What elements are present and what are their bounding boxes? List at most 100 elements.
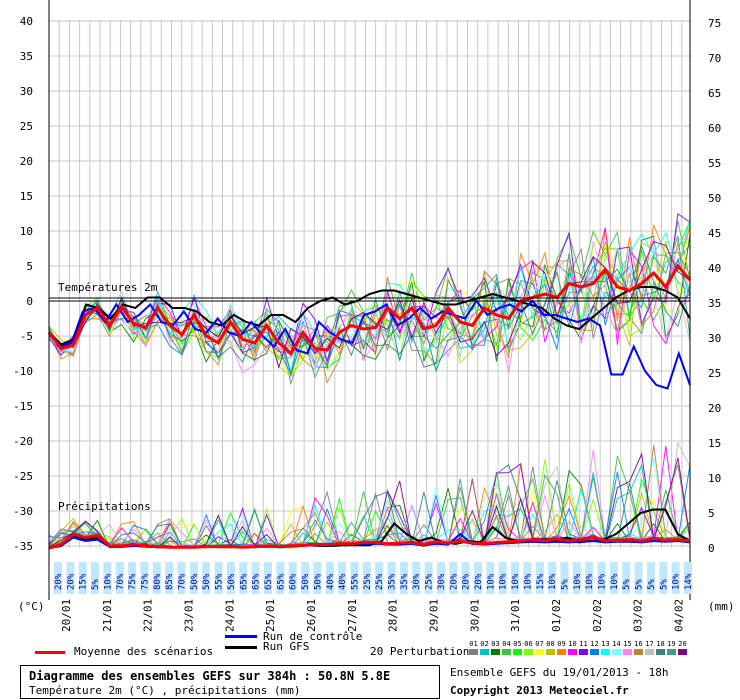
perturbation-key-swatch bbox=[645, 649, 654, 655]
perturbation-key-item: 09 bbox=[556, 640, 567, 655]
axes: 4035302520151050-5-10-15-20-25-30-357570… bbox=[13, 0, 721, 632]
snow-probability-label: 35% bbox=[388, 573, 398, 590]
perturbation-key-swatch bbox=[491, 649, 500, 655]
perturbation-key-swatch bbox=[667, 649, 676, 655]
x-tick-label: 04/02 bbox=[672, 599, 685, 632]
snow-probability-label: 10% bbox=[511, 573, 521, 590]
y-right-tick-label: 40 bbox=[708, 262, 721, 275]
x-tick-label: 24/01 bbox=[223, 599, 236, 632]
snow-probability-label: 5% bbox=[91, 579, 101, 590]
snow-probability-label: 85% bbox=[165, 573, 175, 590]
snow-cell bbox=[634, 562, 643, 594]
snow-cell bbox=[424, 562, 433, 594]
snow-probability-label: 65% bbox=[252, 573, 262, 590]
snow-cell bbox=[362, 562, 371, 594]
y-right-tick-label: 30 bbox=[708, 332, 721, 345]
perturbation-key-item: 11 bbox=[578, 640, 589, 655]
perturbation-key-item: 02 bbox=[479, 640, 490, 655]
snow-probability-label: 80% bbox=[153, 573, 163, 590]
snow-probability-label: 5% bbox=[622, 579, 632, 590]
perturbation-lines bbox=[48, 213, 691, 550]
perturbation-temp-line bbox=[48, 218, 691, 373]
snow-cell bbox=[78, 562, 87, 594]
perturbation-key-item: 17 bbox=[644, 640, 655, 655]
snow-probability-label: 75% bbox=[128, 573, 138, 590]
snow-cell bbox=[226, 562, 235, 594]
snow-probability-label: 25% bbox=[363, 573, 373, 590]
snow-probability-label: 10% bbox=[672, 573, 682, 590]
snow-probability-label: 20% bbox=[66, 573, 76, 590]
snow-cell bbox=[165, 562, 174, 594]
x-tick-label: 20/01 bbox=[60, 599, 73, 632]
x-tick-label: 25/01 bbox=[264, 599, 277, 632]
y-left-tick-label: 40 bbox=[20, 15, 33, 28]
snow-probability-label: 70% bbox=[178, 573, 188, 590]
y-left-tick-label: -30 bbox=[13, 505, 33, 518]
perturbation-key-item: 08 bbox=[545, 640, 556, 655]
snow-probability-label: 15% bbox=[79, 573, 89, 590]
y-right-tick-label: 10 bbox=[708, 472, 721, 485]
y-right-tick-label: 45 bbox=[708, 227, 721, 240]
footer-title: Diagramme des ensembles GEFS sur 384h : … bbox=[29, 669, 391, 683]
perturbation-key-item: 20 bbox=[677, 640, 688, 655]
perturbation-key-swatch bbox=[612, 649, 621, 655]
snow-cell bbox=[622, 562, 631, 594]
legend-control-swatch bbox=[225, 635, 257, 638]
x-tick-label: 30/01 bbox=[468, 599, 481, 632]
snow-cell bbox=[288, 562, 297, 594]
snow-cell bbox=[375, 562, 384, 594]
legend-gfs-swatch bbox=[225, 646, 257, 649]
snow-cell bbox=[498, 562, 507, 594]
snow-probability-label: 50% bbox=[313, 573, 323, 590]
snow-probability-label: 30% bbox=[437, 573, 447, 590]
perturbation-key-item: 15 bbox=[622, 640, 633, 655]
snow-probability-label: 10% bbox=[103, 573, 113, 590]
snow-cell bbox=[684, 562, 692, 594]
snow-probability-label: 10% bbox=[573, 573, 583, 590]
snow-cell bbox=[646, 562, 655, 594]
snow-probability-label: 5% bbox=[647, 579, 657, 590]
perturbation-key-item: 19 bbox=[666, 640, 677, 655]
perturbation-key-item: 07 bbox=[534, 640, 545, 655]
x-tick-label: 23/01 bbox=[182, 599, 195, 632]
snow-probability-row: 20% 20% 15% 5% 10% 70% 75% 75% 80% 85% 70% 50% 50% 55… bbox=[54, 562, 694, 594]
snow-probability-label: 25% bbox=[375, 573, 385, 590]
snow-probability-label: 55% bbox=[215, 573, 225, 590]
perturbation-temp-line bbox=[48, 241, 691, 370]
perturbation-key-swatch bbox=[480, 649, 489, 655]
snow-cell bbox=[152, 562, 161, 594]
perturbation-key-swatch bbox=[590, 649, 599, 655]
x-tick-label: 28/01 bbox=[387, 599, 400, 632]
y-right-tick-label: 70 bbox=[708, 52, 721, 65]
snow-cell bbox=[461, 562, 470, 594]
y-right-tick-label: 65 bbox=[708, 87, 721, 100]
snow-cell bbox=[202, 562, 211, 594]
snow-cell bbox=[535, 562, 544, 594]
perturbation-key-item: 04 bbox=[501, 640, 512, 655]
snow-probability-label: 55% bbox=[350, 573, 360, 590]
y-left-tick-label: 10 bbox=[20, 225, 33, 238]
perturbation-key-swatch bbox=[513, 649, 522, 655]
snow-cell bbox=[239, 562, 248, 594]
snow-cell bbox=[325, 562, 334, 594]
snow-cell bbox=[399, 562, 408, 594]
snow-probability-label: 10% bbox=[523, 573, 533, 590]
perturbation-key-swatch bbox=[502, 649, 511, 655]
snow-cell bbox=[264, 562, 272, 594]
snow-cell bbox=[511, 562, 520, 594]
snow-cell bbox=[449, 562, 458, 594]
snow-probability-label: 20% bbox=[474, 573, 484, 590]
perturbation-key-item: 05 bbox=[512, 640, 523, 655]
snow-cell bbox=[115, 562, 124, 594]
x-tick-label: 02/02 bbox=[591, 599, 604, 632]
perturbation-key-swatch bbox=[579, 649, 588, 655]
y-right-tick-label: 0 bbox=[708, 542, 715, 555]
perturbation-key-item: 03 bbox=[490, 640, 501, 655]
x-tick-label: 03/02 bbox=[632, 599, 645, 632]
perturbation-key-swatch bbox=[634, 649, 643, 655]
run-info: Ensemble GEFS du 19/01/2013 - 18h bbox=[450, 666, 669, 679]
snow-probability-label: 5% bbox=[560, 579, 570, 590]
snow-probability-label: 75% bbox=[140, 573, 150, 590]
perturbation-key-swatch bbox=[623, 649, 632, 655]
y-right-tick-label: 25 bbox=[708, 367, 721, 380]
